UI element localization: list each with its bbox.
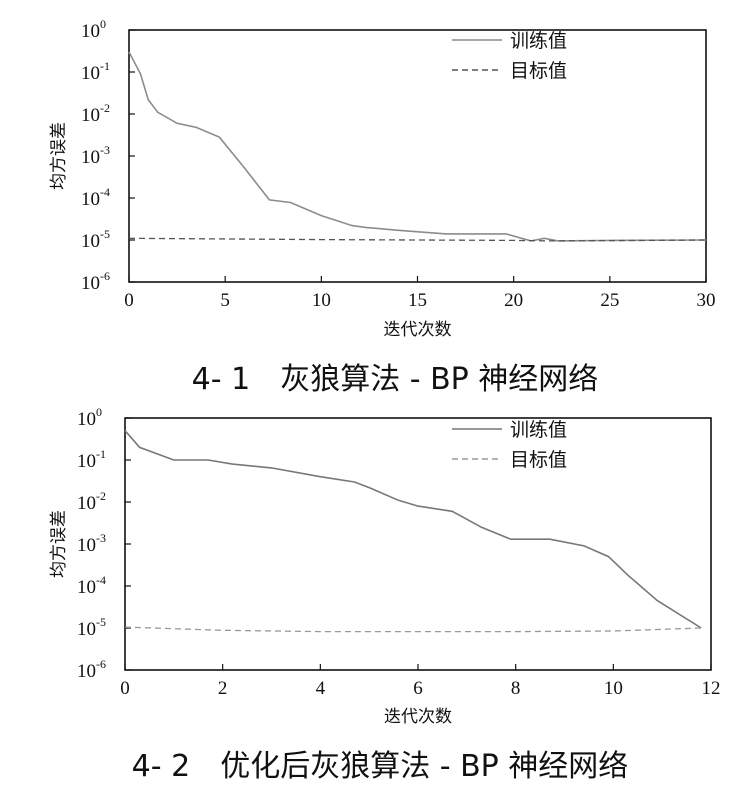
x-tick-label: 4 [316, 678, 326, 699]
x-tick-label: 10 [604, 678, 623, 699]
legend-label: 训练值 [510, 30, 567, 52]
x-tick-label: 12 [702, 678, 721, 699]
x-tick-label: 25 [600, 290, 619, 311]
y-axis-title: 均方误差 [49, 122, 69, 190]
series-line-target [124, 626, 702, 633]
x-tick-label: 6 [413, 678, 423, 699]
x-axis-title: 迭代次数 [384, 320, 452, 340]
series-line-target [128, 237, 707, 242]
y-axis-title: 均方误差 [49, 510, 69, 578]
x-tick-label: 5 [220, 290, 230, 311]
chart-2: 0 2 4 6 8 10 12 10-6 10-5 10-4 10-3 10-2 10-1 100 训练值目… [49, 405, 721, 784]
x-tick-label: 20 [504, 290, 523, 311]
y-tick-label: 10-6 [81, 269, 110, 294]
x-tick-label: 0 [124, 290, 134, 311]
y-tick-label: 10-2 [77, 489, 106, 514]
y-tick-label: 10-1 [81, 59, 110, 84]
legend-label: 目标值 [510, 449, 567, 471]
x-tick-label: 10 [312, 290, 331, 311]
x-tick-label: 30 [697, 290, 716, 311]
x-tick-label: 15 [408, 290, 427, 311]
y-tick-label: 10-2 [81, 101, 110, 126]
y-tick-label: 10-3 [77, 531, 106, 556]
figure-caption: 4- 1 灰狼算法 - BP 神经网络 [192, 362, 599, 397]
chart-1: 0 5 10 15 20 25 30 10-6 10-5 10-4 10-3 10-2 10-1 100 训… [49, 17, 716, 397]
legend-label: 训练值 [510, 419, 567, 441]
series-line-training [124, 430, 702, 629]
x-axis-title: 迭代次数 [384, 707, 452, 727]
y-tick-label: 10-3 [81, 143, 110, 168]
x-tick-label: 0 [120, 678, 130, 699]
legend-label: 目标值 [510, 60, 567, 82]
y-tick-label: 10-5 [81, 227, 110, 252]
y-tick-label: 10-4 [77, 573, 106, 598]
y-tick-label: 10-1 [77, 447, 106, 472]
x-tick-label: 2 [218, 678, 228, 699]
y-tick-label: 10-6 [77, 657, 106, 682]
figure-caption: 4- 2 优化后灰狼算法 - BP 神经网络 [132, 749, 629, 784]
y-tick-label: 10-5 [77, 615, 106, 640]
y-tick-label: 100 [77, 405, 102, 430]
y-tick-label: 100 [81, 17, 106, 42]
x-tick-label: 8 [511, 678, 521, 699]
plot-frame [128, 29, 707, 283]
series-line-training [128, 51, 707, 242]
y-tick-label: 10-4 [81, 185, 110, 210]
